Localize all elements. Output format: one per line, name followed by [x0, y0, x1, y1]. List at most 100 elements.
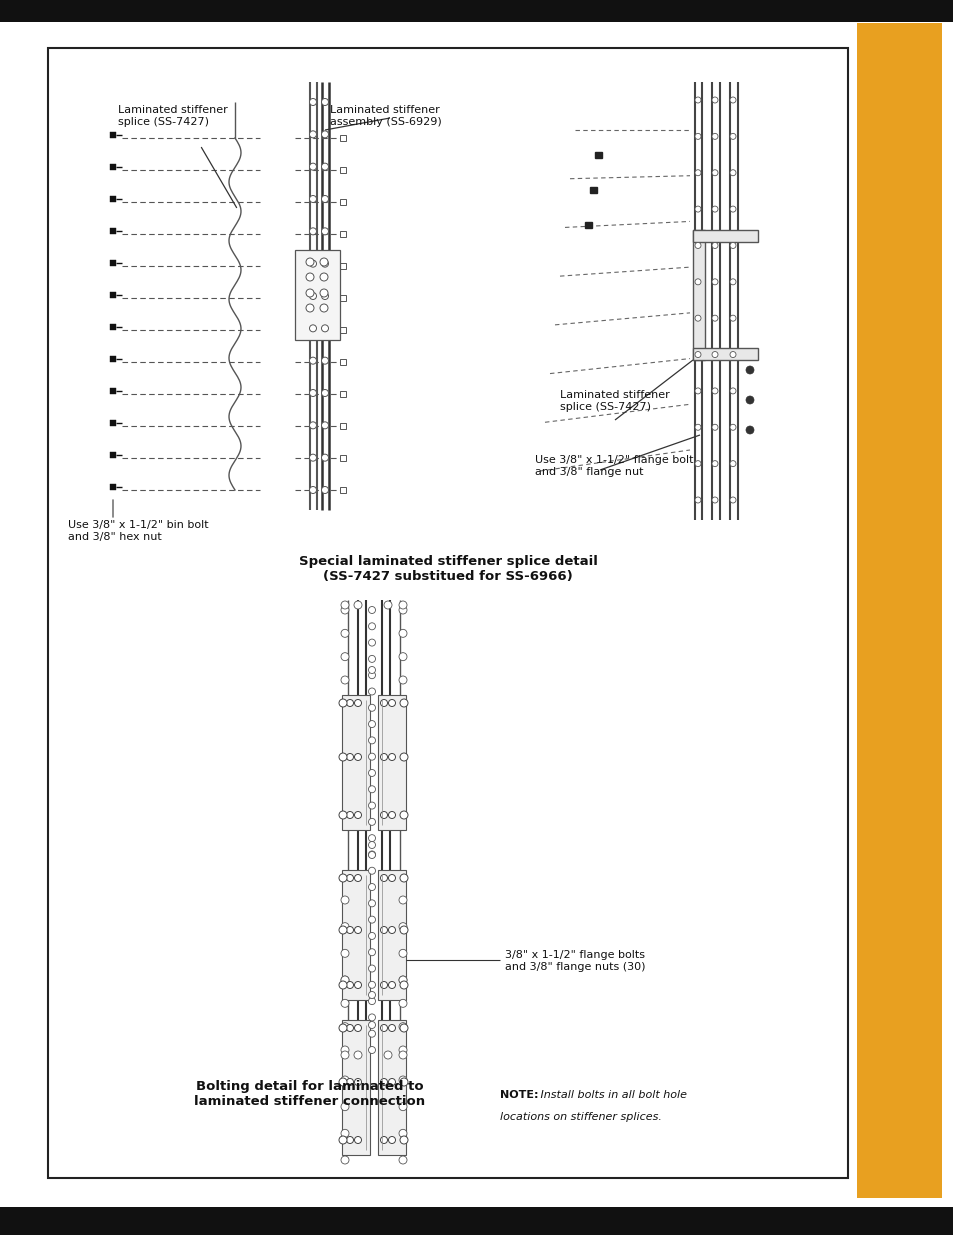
Circle shape — [380, 926, 387, 934]
Circle shape — [368, 992, 375, 999]
Circle shape — [398, 652, 407, 661]
Circle shape — [368, 785, 375, 793]
Bar — [339, 454, 346, 461]
Circle shape — [368, 982, 375, 988]
Circle shape — [340, 601, 349, 609]
Circle shape — [338, 981, 347, 989]
Circle shape — [398, 1103, 407, 1110]
Circle shape — [309, 227, 316, 235]
Circle shape — [399, 874, 408, 882]
Circle shape — [745, 426, 753, 433]
Circle shape — [368, 1030, 375, 1037]
Circle shape — [711, 315, 718, 321]
Circle shape — [340, 976, 349, 984]
Circle shape — [399, 811, 408, 819]
Circle shape — [711, 133, 718, 140]
Circle shape — [729, 496, 735, 503]
Circle shape — [338, 1024, 347, 1032]
Circle shape — [398, 897, 407, 904]
Circle shape — [384, 601, 392, 609]
Circle shape — [368, 916, 375, 923]
Circle shape — [399, 926, 408, 934]
Circle shape — [368, 819, 375, 825]
Circle shape — [309, 487, 316, 494]
Circle shape — [368, 1021, 375, 1029]
Circle shape — [319, 289, 328, 296]
Circle shape — [321, 227, 328, 235]
Circle shape — [388, 1078, 395, 1086]
Bar — [339, 327, 346, 333]
Bar — [339, 231, 346, 237]
Circle shape — [399, 1078, 408, 1086]
Circle shape — [368, 720, 375, 727]
Circle shape — [695, 133, 700, 140]
Circle shape — [355, 982, 361, 988]
Circle shape — [729, 461, 735, 467]
Circle shape — [711, 98, 718, 103]
Circle shape — [399, 1136, 408, 1144]
Circle shape — [368, 737, 375, 743]
Bar — [110, 420, 115, 426]
Circle shape — [695, 388, 700, 394]
Bar — [0, 1207, 953, 1235]
Circle shape — [729, 169, 735, 175]
Circle shape — [340, 923, 349, 931]
Circle shape — [380, 811, 387, 819]
Circle shape — [388, 699, 395, 706]
Circle shape — [368, 1014, 375, 1021]
Circle shape — [354, 1051, 361, 1058]
Circle shape — [340, 606, 349, 614]
Circle shape — [384, 1051, 392, 1058]
Circle shape — [729, 279, 735, 285]
Bar — [339, 135, 346, 141]
Circle shape — [711, 242, 718, 248]
Circle shape — [388, 1136, 395, 1144]
Text: Bolting detail for laminated to
laminated stiffener connection: Bolting detail for laminated to laminate… — [194, 1079, 425, 1108]
Circle shape — [368, 688, 375, 695]
Circle shape — [368, 638, 375, 646]
Circle shape — [309, 325, 316, 332]
Circle shape — [745, 366, 753, 374]
Polygon shape — [595, 152, 601, 158]
Text: Special laminated stiffener splice detail
(SS-7427 substitued for SS-6966): Special laminated stiffener splice detai… — [298, 555, 597, 583]
Bar — [0, 0, 953, 22]
Circle shape — [340, 1051, 349, 1058]
Circle shape — [398, 1023, 407, 1031]
Circle shape — [398, 601, 407, 609]
Bar — [110, 227, 115, 235]
Circle shape — [321, 163, 328, 170]
Bar — [110, 259, 115, 267]
Circle shape — [340, 1103, 349, 1110]
Circle shape — [368, 965, 375, 972]
Circle shape — [695, 315, 700, 321]
Circle shape — [398, 1156, 407, 1165]
Bar — [339, 263, 346, 269]
Circle shape — [398, 1076, 407, 1084]
Circle shape — [338, 1136, 347, 1144]
Circle shape — [346, 982, 354, 988]
Circle shape — [729, 388, 735, 394]
Circle shape — [338, 699, 347, 706]
Circle shape — [340, 1023, 349, 1031]
Circle shape — [695, 279, 700, 285]
Circle shape — [309, 99, 316, 105]
Bar — [692, 348, 758, 359]
Circle shape — [695, 461, 700, 467]
Circle shape — [346, 753, 354, 761]
Bar — [110, 452, 115, 458]
Text: Laminated stiffener
splice (SS-7427): Laminated stiffener splice (SS-7427) — [559, 390, 669, 411]
Text: Laminated stiffener
splice (SS-7427): Laminated stiffener splice (SS-7427) — [118, 105, 228, 127]
Circle shape — [309, 357, 316, 364]
Circle shape — [368, 802, 375, 809]
Circle shape — [340, 630, 349, 637]
Bar — [856, 23, 941, 1198]
Bar — [377, 1020, 406, 1155]
Circle shape — [368, 883, 375, 890]
Circle shape — [340, 1129, 349, 1137]
Circle shape — [309, 261, 316, 267]
Circle shape — [695, 206, 700, 212]
Circle shape — [695, 352, 700, 358]
Bar — [110, 324, 115, 330]
Bar — [48, 48, 847, 1178]
Circle shape — [306, 289, 314, 296]
